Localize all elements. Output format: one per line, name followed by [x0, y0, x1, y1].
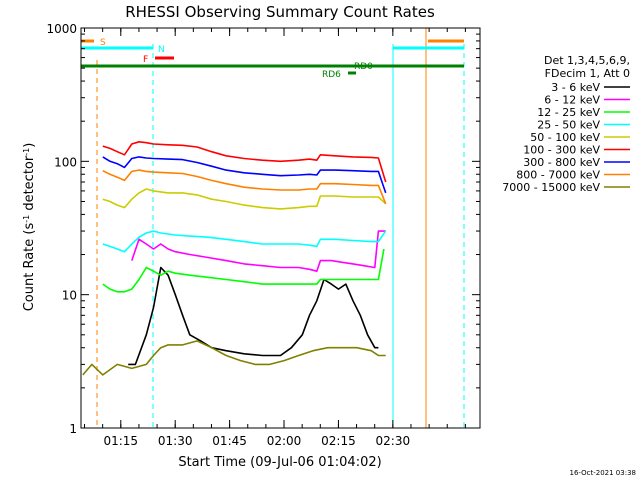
y-tick-label-0: 1 [69, 422, 77, 436]
y-axis-label-sup1: -1 [22, 215, 31, 223]
legend-header-line1: Det 1,3,4,5,6,9, [544, 54, 630, 67]
series-line-1 [128, 266, 379, 366]
y-axis-label-end: ) [22, 143, 37, 148]
chart-title: RHESSI Observing Summary Count Rates [125, 3, 435, 21]
y-axis-label-main: Count Rate (s [22, 223, 37, 312]
x-tick-label-4: 02:15 [321, 434, 356, 448]
x-tick-label-2: 01:45 [212, 434, 247, 448]
series-line-6 [102, 141, 387, 183]
annotation-layer: S NF RD0 RD6 [81, 28, 465, 428]
y-tick-label-2: 100 [54, 155, 77, 169]
flare-label: F [143, 55, 148, 65]
x-axis-label: Start Time (09-Jul-06 01:04:02) [178, 455, 381, 470]
x-tick-label-0: 01:15 [103, 434, 138, 448]
legend: Det 1,3,4,5,6,9, FDecim 1, Att 0 3 - 6 k… [502, 54, 630, 194]
y-axis-label-sup2: -1 [22, 148, 31, 156]
rd6-label: RD6 [322, 70, 341, 80]
legend-label-2: 6 - 12 keV [544, 94, 600, 107]
legend-label-8: 800 - 7000 keV [516, 169, 600, 182]
y-tick-label-3: 1000 [46, 22, 77, 36]
series-line-5 [102, 188, 387, 210]
render-timestamp: 16-Oct-2021 03:38 [570, 469, 636, 477]
legend-label-7: 300 - 800 keV [523, 156, 600, 169]
x-tick-label-1: 01:30 [158, 434, 193, 448]
series-line-9 [82, 340, 386, 376]
x-tick-label-5: 02:30 [376, 434, 411, 448]
plot-area: S NF RD0 RD6 [81, 28, 465, 428]
series-line-2 [131, 230, 386, 273]
series-line-8 [102, 169, 387, 205]
legend-label-1: 3 - 6 keV [551, 81, 600, 94]
x-tick-label-3: 02:00 [267, 434, 302, 448]
y-tick-label-1: 10 [62, 289, 77, 303]
series-line-3 [102, 248, 385, 293]
tick-layer: 01:15 01:30 01:45 02:00 02:15 02:30 1 10 100 1000 [46, 22, 480, 448]
plot-frame [80, 27, 481, 429]
night-label: N [158, 45, 165, 55]
legend-header-line2: FDecim 1, Att 0 [545, 67, 630, 80]
y-axis-label: Count Rate (s-1 detector-1) [22, 143, 38, 312]
rd0-label: RD0 [354, 62, 373, 72]
series-line-7 [102, 156, 387, 194]
legend-label-5: 50 - 100 keV [530, 131, 600, 144]
legend-label-9: 7000 - 15000 keV [502, 181, 600, 194]
series-layer [82, 141, 387, 376]
legend-label-3: 12 - 25 keV [537, 106, 600, 119]
legend-label-4: 25 - 50 keV [537, 119, 600, 132]
legend-label-6: 100 - 300 keV [523, 144, 600, 157]
y-axis-label-mid: detector [22, 155, 37, 215]
saa-label: S [100, 38, 106, 48]
series-line-4 [102, 230, 387, 253]
